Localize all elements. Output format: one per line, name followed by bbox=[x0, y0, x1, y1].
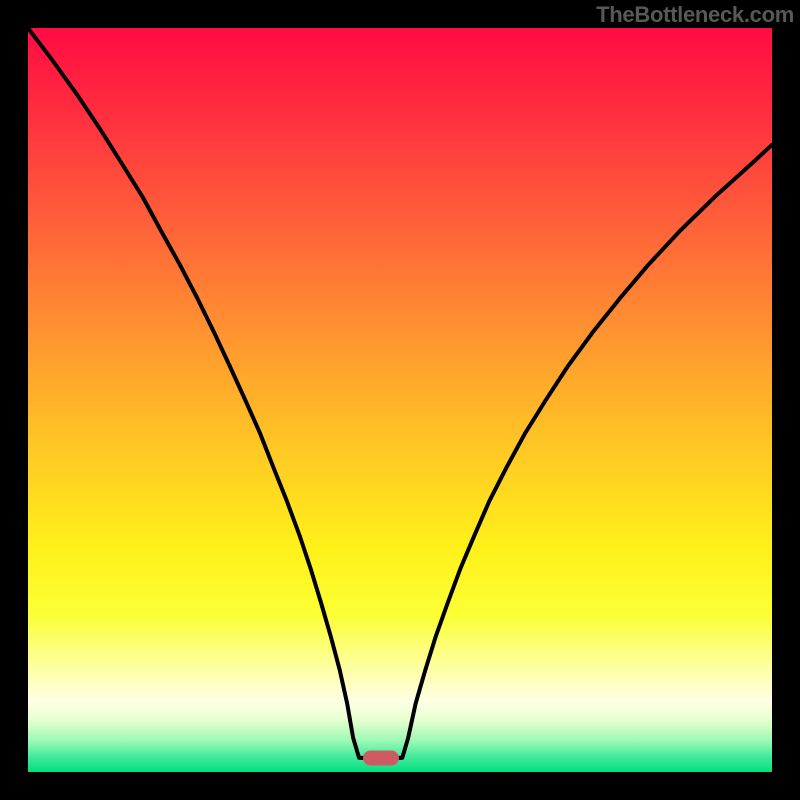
plot-area bbox=[28, 28, 772, 772]
optimum-marker bbox=[363, 750, 399, 765]
bottleneck-curve bbox=[28, 28, 772, 772]
watermark-text: TheBottleneck.com bbox=[596, 2, 794, 28]
